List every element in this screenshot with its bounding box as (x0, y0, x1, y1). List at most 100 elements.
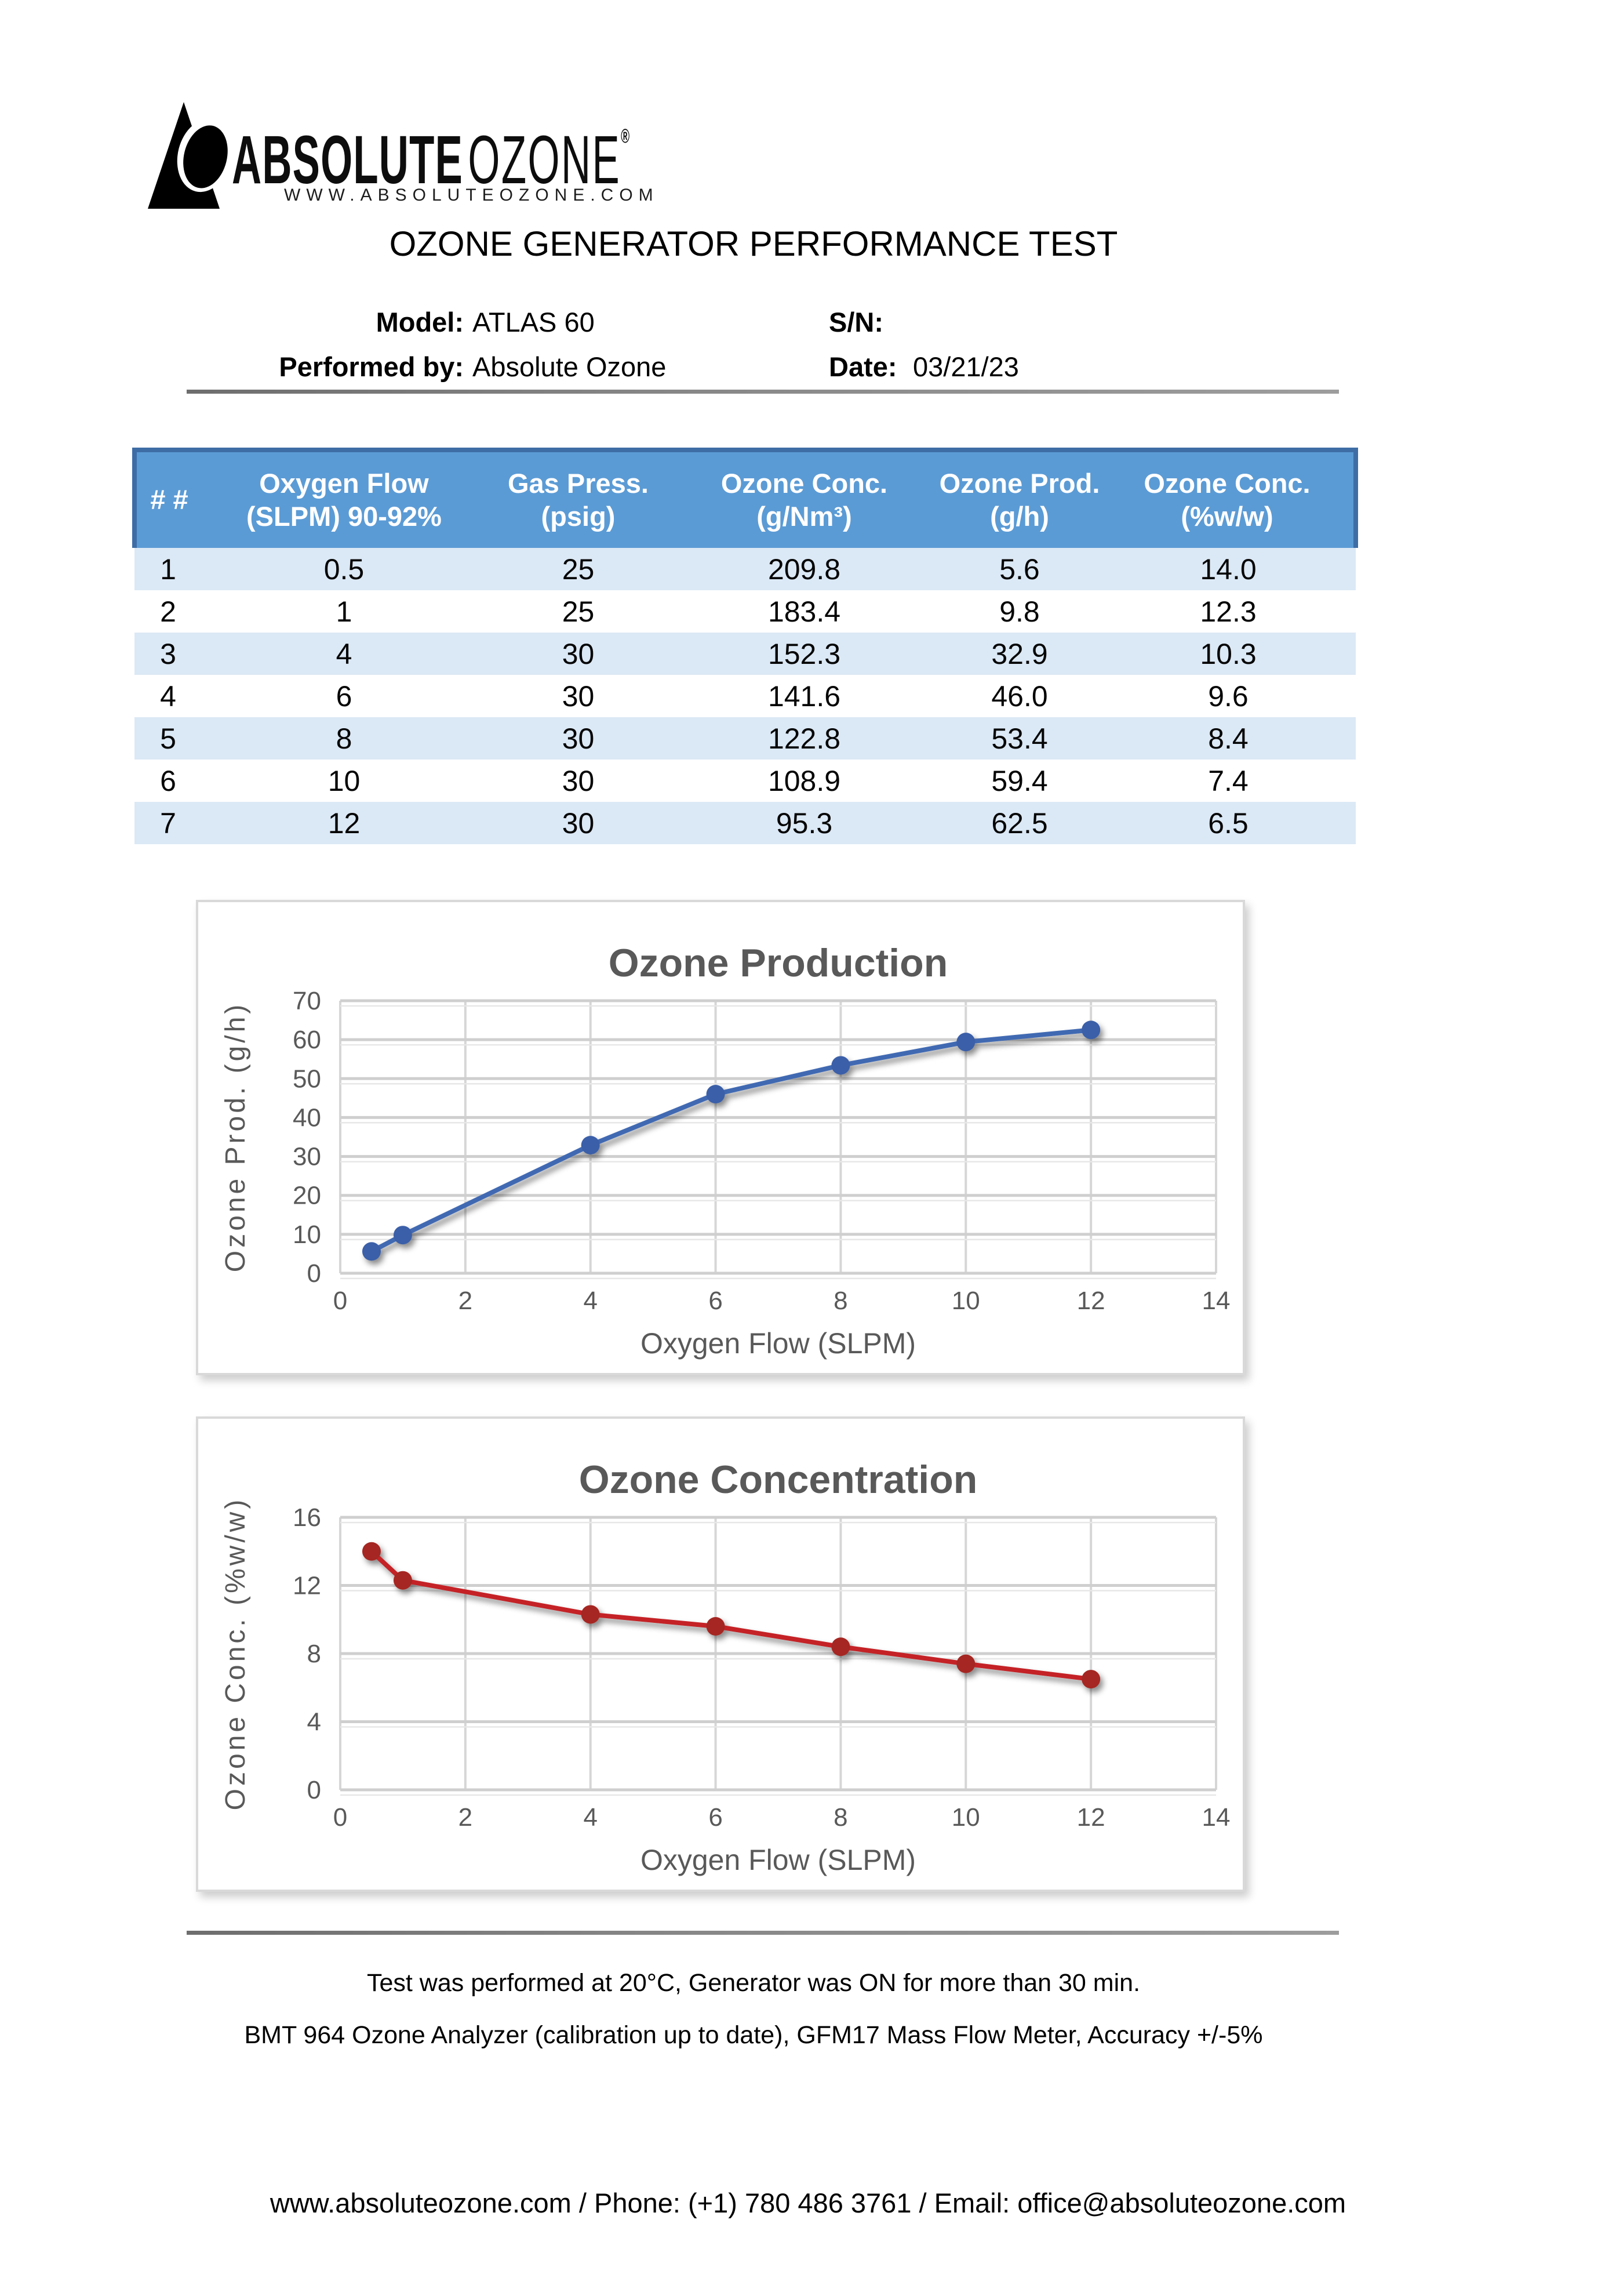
svg-text:16: 16 (293, 1503, 321, 1532)
axis-ticks: 0 2 4 6 8 10 12 14 0 10 20 30 40 50 60 70 (293, 987, 1230, 1315)
svg-text:2: 2 (458, 1803, 472, 1832)
svg-text:14: 14 (1202, 1287, 1231, 1315)
x-axis-label: Oxygen Flow (SLPM) (640, 1327, 916, 1360)
logo-text-bold: ABSOLUTE (232, 122, 463, 198)
table-cell: 9.6 (1208, 680, 1249, 713)
grid-lines (339, 999, 1217, 1280)
ozone-production-chart: 0 2 4 6 8 10 12 14 0 10 20 30 40 50 60 70 Ozone Producti… (196, 900, 1245, 1375)
svg-text:10: 10 (293, 1220, 321, 1249)
table-cell: 30 (562, 637, 595, 670)
data-series (362, 1020, 1101, 1261)
table-cell: 12.3 (1200, 595, 1257, 628)
table-cell: 122.8 (767, 722, 841, 755)
model-label: Model: (376, 307, 464, 337)
table-cell: 25 (562, 595, 595, 628)
table-row: 2 1 25 183.4 9.8 12.3 (134, 590, 1356, 633)
table-cell: 25 (562, 553, 595, 586)
svg-text:10: 10 (952, 1803, 980, 1832)
data-point-marker (706, 1617, 725, 1636)
ozone-concentration-plot: 0 2 4 6 8 10 12 14 0 4 8 12 16 Ozone Concentration Oxy… (220, 1458, 1231, 1876)
table-cell: 8.4 (1208, 722, 1249, 755)
table-cell: 30 (562, 806, 595, 840)
column-header: Ozone Conc. (g/Nm³) (670, 448, 938, 548)
table-cell: 14.0 (1200, 553, 1257, 586)
table-cell: 6 (160, 764, 176, 797)
logo-wordmark: ABSOLUTEOZONE® (232, 102, 629, 194)
svg-text:8: 8 (307, 1640, 321, 1668)
svg-text:6: 6 (708, 1287, 722, 1315)
data-point-marker (393, 1226, 412, 1245)
data-point-marker (1082, 1020, 1101, 1040)
table-cell: 6 (336, 680, 352, 713)
table-cell: 1 (160, 553, 176, 586)
data-point-marker (393, 1571, 412, 1590)
y-axis-label: Ozone Prod. (g/h) (220, 1002, 251, 1273)
table-row: 7 12 30 95.3 62.5 6.5 (134, 802, 1356, 844)
svg-text:12: 12 (1077, 1803, 1105, 1832)
table-cell: 3 (160, 637, 176, 670)
table-cell: 10.3 (1200, 637, 1257, 670)
data-point-marker (956, 1033, 976, 1052)
data-point-marker (956, 1654, 976, 1673)
table-cell: 2 (160, 595, 176, 628)
divider-line-top (187, 390, 1339, 394)
svg-text:0: 0 (333, 1287, 347, 1315)
data-point-marker (1082, 1670, 1101, 1689)
table-row: 1 0.5 25 209.8 5.6 14.0 (134, 548, 1356, 590)
serial-number-label: S/N: (829, 307, 883, 337)
table-cell: 4 (160, 680, 176, 713)
svg-text:4: 4 (583, 1287, 597, 1315)
table-cell: 62.5 (991, 806, 1048, 840)
grid-lines (339, 1516, 1217, 1796)
svg-text:4: 4 (307, 1708, 321, 1736)
table-cell: 7 (160, 806, 176, 840)
table-cell: 5 (160, 722, 176, 755)
table-cell: 10 (327, 764, 361, 797)
table-cell: 30 (562, 722, 595, 755)
svg-text:40: 40 (293, 1103, 321, 1132)
data-point-marker (362, 1242, 381, 1261)
contact-footer: www.absoluteozone.com / Phone: (+1) 780 … (270, 2188, 1346, 2218)
data-point-marker (831, 1637, 850, 1656)
table-cell: 32.9 (991, 637, 1048, 670)
table-header: # # Oxygen Flow (SLPM) 90-92% Gas Press. (ps… (132, 448, 1358, 548)
table-cell: 5.6 (999, 553, 1040, 586)
table-cell: 9.8 (999, 595, 1040, 628)
equipment-note: BMT 964 Ozone Analyzer (calibration up t… (244, 2021, 1263, 2049)
table-cell: 8 (336, 722, 352, 755)
svg-text:8: 8 (834, 1287, 847, 1315)
svg-text:2: 2 (458, 1287, 472, 1315)
svg-text:30: 30 (293, 1143, 321, 1171)
performed-by-label: Performed by: (279, 351, 464, 382)
table-row: 6 10 30 108.9 59.4 7.4 (134, 760, 1356, 802)
ozone-production-plot: 0 2 4 6 8 10 12 14 0 10 20 30 40 50 60 70 Ozone Producti… (220, 941, 1230, 1360)
data-series (362, 1542, 1101, 1689)
logo-text-light: OZONE (468, 122, 621, 198)
table-cell: 30 (562, 680, 595, 713)
svg-text:14: 14 (1202, 1803, 1231, 1832)
series-line (369, 1549, 1094, 1682)
absolute-ozone-logo-icon (148, 102, 229, 209)
svg-text:0: 0 (307, 1776, 321, 1804)
registered-mark-icon: ® (621, 125, 630, 147)
date-label: Date: (829, 351, 897, 382)
svg-text:0: 0 (307, 1259, 321, 1288)
data-point-marker (706, 1085, 725, 1104)
test-info: Model: ATLAS 60 S/N: Performed by: Absol… (185, 306, 1333, 395)
ozone-concentration-chart: 0 2 4 6 8 10 12 14 0 4 8 12 16 Ozone Concentration Oxy… (196, 1416, 1245, 1892)
chart-title: Ozone Concentration (579, 1458, 978, 1502)
table-cell: 108.9 (767, 764, 841, 797)
table-cell: 59.4 (991, 764, 1048, 797)
date-value: 03/21/23 (913, 351, 1019, 382)
svg-text:8: 8 (834, 1803, 847, 1832)
table-cell: 53.4 (991, 722, 1048, 755)
performance-table: # # Oxygen Flow (SLPM) 90-92% Gas Press. (ps… (132, 448, 1358, 844)
column-header: Ozone Conc. (%w/w) (1101, 448, 1358, 548)
table-cell: 7.4 (1208, 764, 1249, 797)
chart-title: Ozone Production (609, 941, 948, 985)
table-cell: 141.6 (767, 680, 841, 713)
svg-text:20: 20 (293, 1182, 321, 1210)
info-row-2: Performed by: Absolute Ozone Date: 03/21… (185, 351, 1333, 383)
series-line (369, 1027, 1094, 1254)
